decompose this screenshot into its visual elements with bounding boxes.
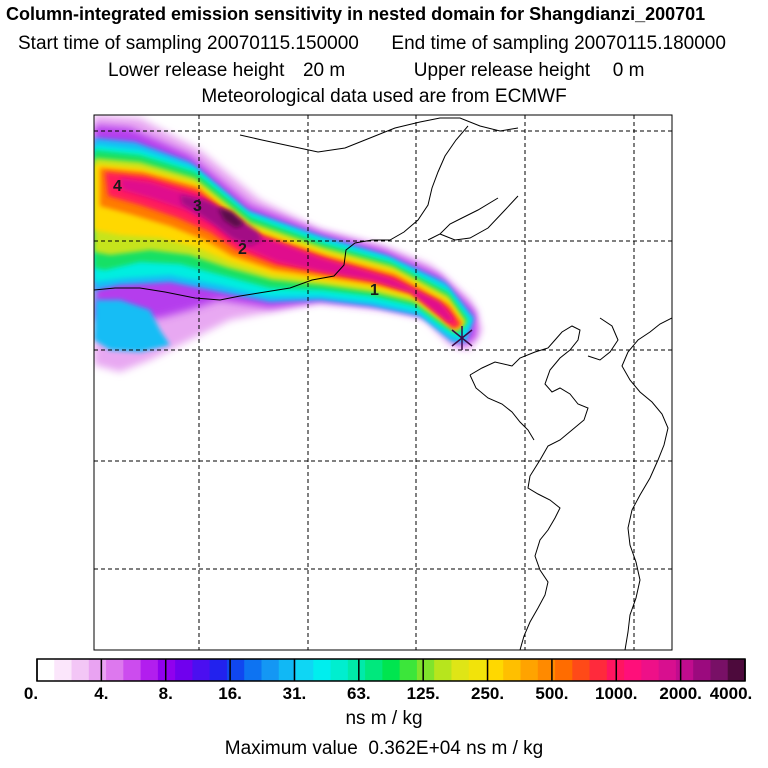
colorbar-tick: 31. <box>283 684 307 700</box>
plume-label-1: 1 <box>370 282 379 299</box>
colorbar-swatch <box>727 659 746 681</box>
plume-label-2: 2 <box>238 241 247 258</box>
colorbar-tick: 2000. <box>659 684 702 700</box>
max-value-line: Maximum value 0.362E+04 ns m / kg <box>0 738 768 760</box>
colorbar-tick: 0. <box>24 684 38 700</box>
meteo-note: Meteorological data used are from ECMWF <box>201 86 567 107</box>
colorbar-swatch <box>658 659 677 681</box>
colorbar-swatch <box>37 659 55 681</box>
colorbar-tick: 500. <box>535 684 568 700</box>
colorbar-swatch <box>140 659 159 681</box>
max-value-label: Maximum value <box>224 738 358 759</box>
max-value-units: ns m / kg <box>466 738 544 759</box>
lower-label: Lower release height <box>108 60 285 81</box>
colorbar-swatch <box>468 659 487 681</box>
colorbar-swatch <box>641 659 660 681</box>
sensitivity-map: 1 2 3 4 0. 4. 8. 16. 31. 63. 125. 250. 5… <box>24 114 753 700</box>
colorbar-swatch <box>71 659 90 681</box>
colorbar-swatch <box>175 659 194 681</box>
colorbar-swatch <box>54 659 73 681</box>
colorbar-outline <box>36 658 746 682</box>
colorbar-tick: 4000. <box>710 684 753 700</box>
colorbar-swatch <box>624 659 642 681</box>
colorbar-swatch <box>365 659 383 681</box>
colorbar <box>36 658 746 682</box>
colorbar-swatch <box>693 659 712 681</box>
colorbar-swatch <box>192 659 211 681</box>
colorbar-swatch <box>399 659 418 681</box>
colorbar-tick: 16. <box>218 684 242 700</box>
plume-label-4: 4 <box>113 178 122 195</box>
lower-value: 20 m <box>302 60 346 81</box>
colorbar-swatch <box>88 659 107 681</box>
upper-label: Upper release height <box>413 60 591 81</box>
end-value: 20070115.180000 <box>574 33 726 54</box>
colorbar-swatch <box>330 659 349 681</box>
colorbar-swatch <box>572 659 591 681</box>
start-label: Start time of sampling <box>18 33 202 54</box>
colorbar-swatch <box>244 659 263 681</box>
colorbar-swatch <box>555 659 573 681</box>
chart-title: Column-integrated emission sensitivity i… <box>6 4 706 24</box>
colorbar-swatch <box>313 659 332 681</box>
colorbar-swatch <box>261 659 280 681</box>
colorbar-tick: 250. <box>471 684 504 700</box>
colorbar-tick: 8. <box>159 684 173 700</box>
colorbar-swatch <box>123 659 142 681</box>
colorbar-tick: 1000. <box>595 684 638 700</box>
end-label: End time of sampling <box>391 33 569 54</box>
colorbar-swatch <box>434 659 453 681</box>
colorbar-tick: 63. <box>347 684 371 700</box>
release-heights: Lower release height 20 m Upper release … <box>108 60 768 82</box>
start-value: 20070115.150000 <box>207 33 359 54</box>
colorbar-swatch <box>503 659 522 681</box>
map-frame <box>93 114 673 651</box>
coastlines <box>94 117 672 650</box>
colorbar-swatch <box>296 659 314 681</box>
colorbar-swatch <box>675 659 694 681</box>
colorbar-units: ns m / kg <box>345 708 423 729</box>
colorbar-swatch <box>209 659 228 681</box>
plume <box>94 115 482 372</box>
colorbar-tick: 4. <box>94 684 108 700</box>
max-value: 0.362E+04 <box>368 738 461 759</box>
colorbar-swatch <box>451 659 470 681</box>
colorbar-swatch <box>226 659 245 681</box>
colorbar-swatch <box>520 659 539 681</box>
colorbar-swatch <box>485 659 504 681</box>
colorbar-swatch <box>589 659 608 681</box>
upper-value: 0 m <box>612 60 645 81</box>
plume-label-3: 3 <box>193 198 202 215</box>
colorbar-tick: 125. <box>407 684 440 700</box>
colorbar-swatch <box>278 659 297 681</box>
sampling-times: Start time of sampling 20070115.150000 E… <box>18 33 768 55</box>
colorbar-swatch <box>416 659 435 681</box>
colorbar-swatch <box>537 659 556 681</box>
colorbar-swatch <box>710 659 729 681</box>
colorbar-swatch <box>382 659 401 681</box>
colorbar-swatch <box>106 659 124 681</box>
graticule <box>94 115 672 650</box>
colorbar-swatch <box>157 659 176 681</box>
receptor-marker <box>451 326 473 350</box>
colorbar-swatch <box>347 659 366 681</box>
